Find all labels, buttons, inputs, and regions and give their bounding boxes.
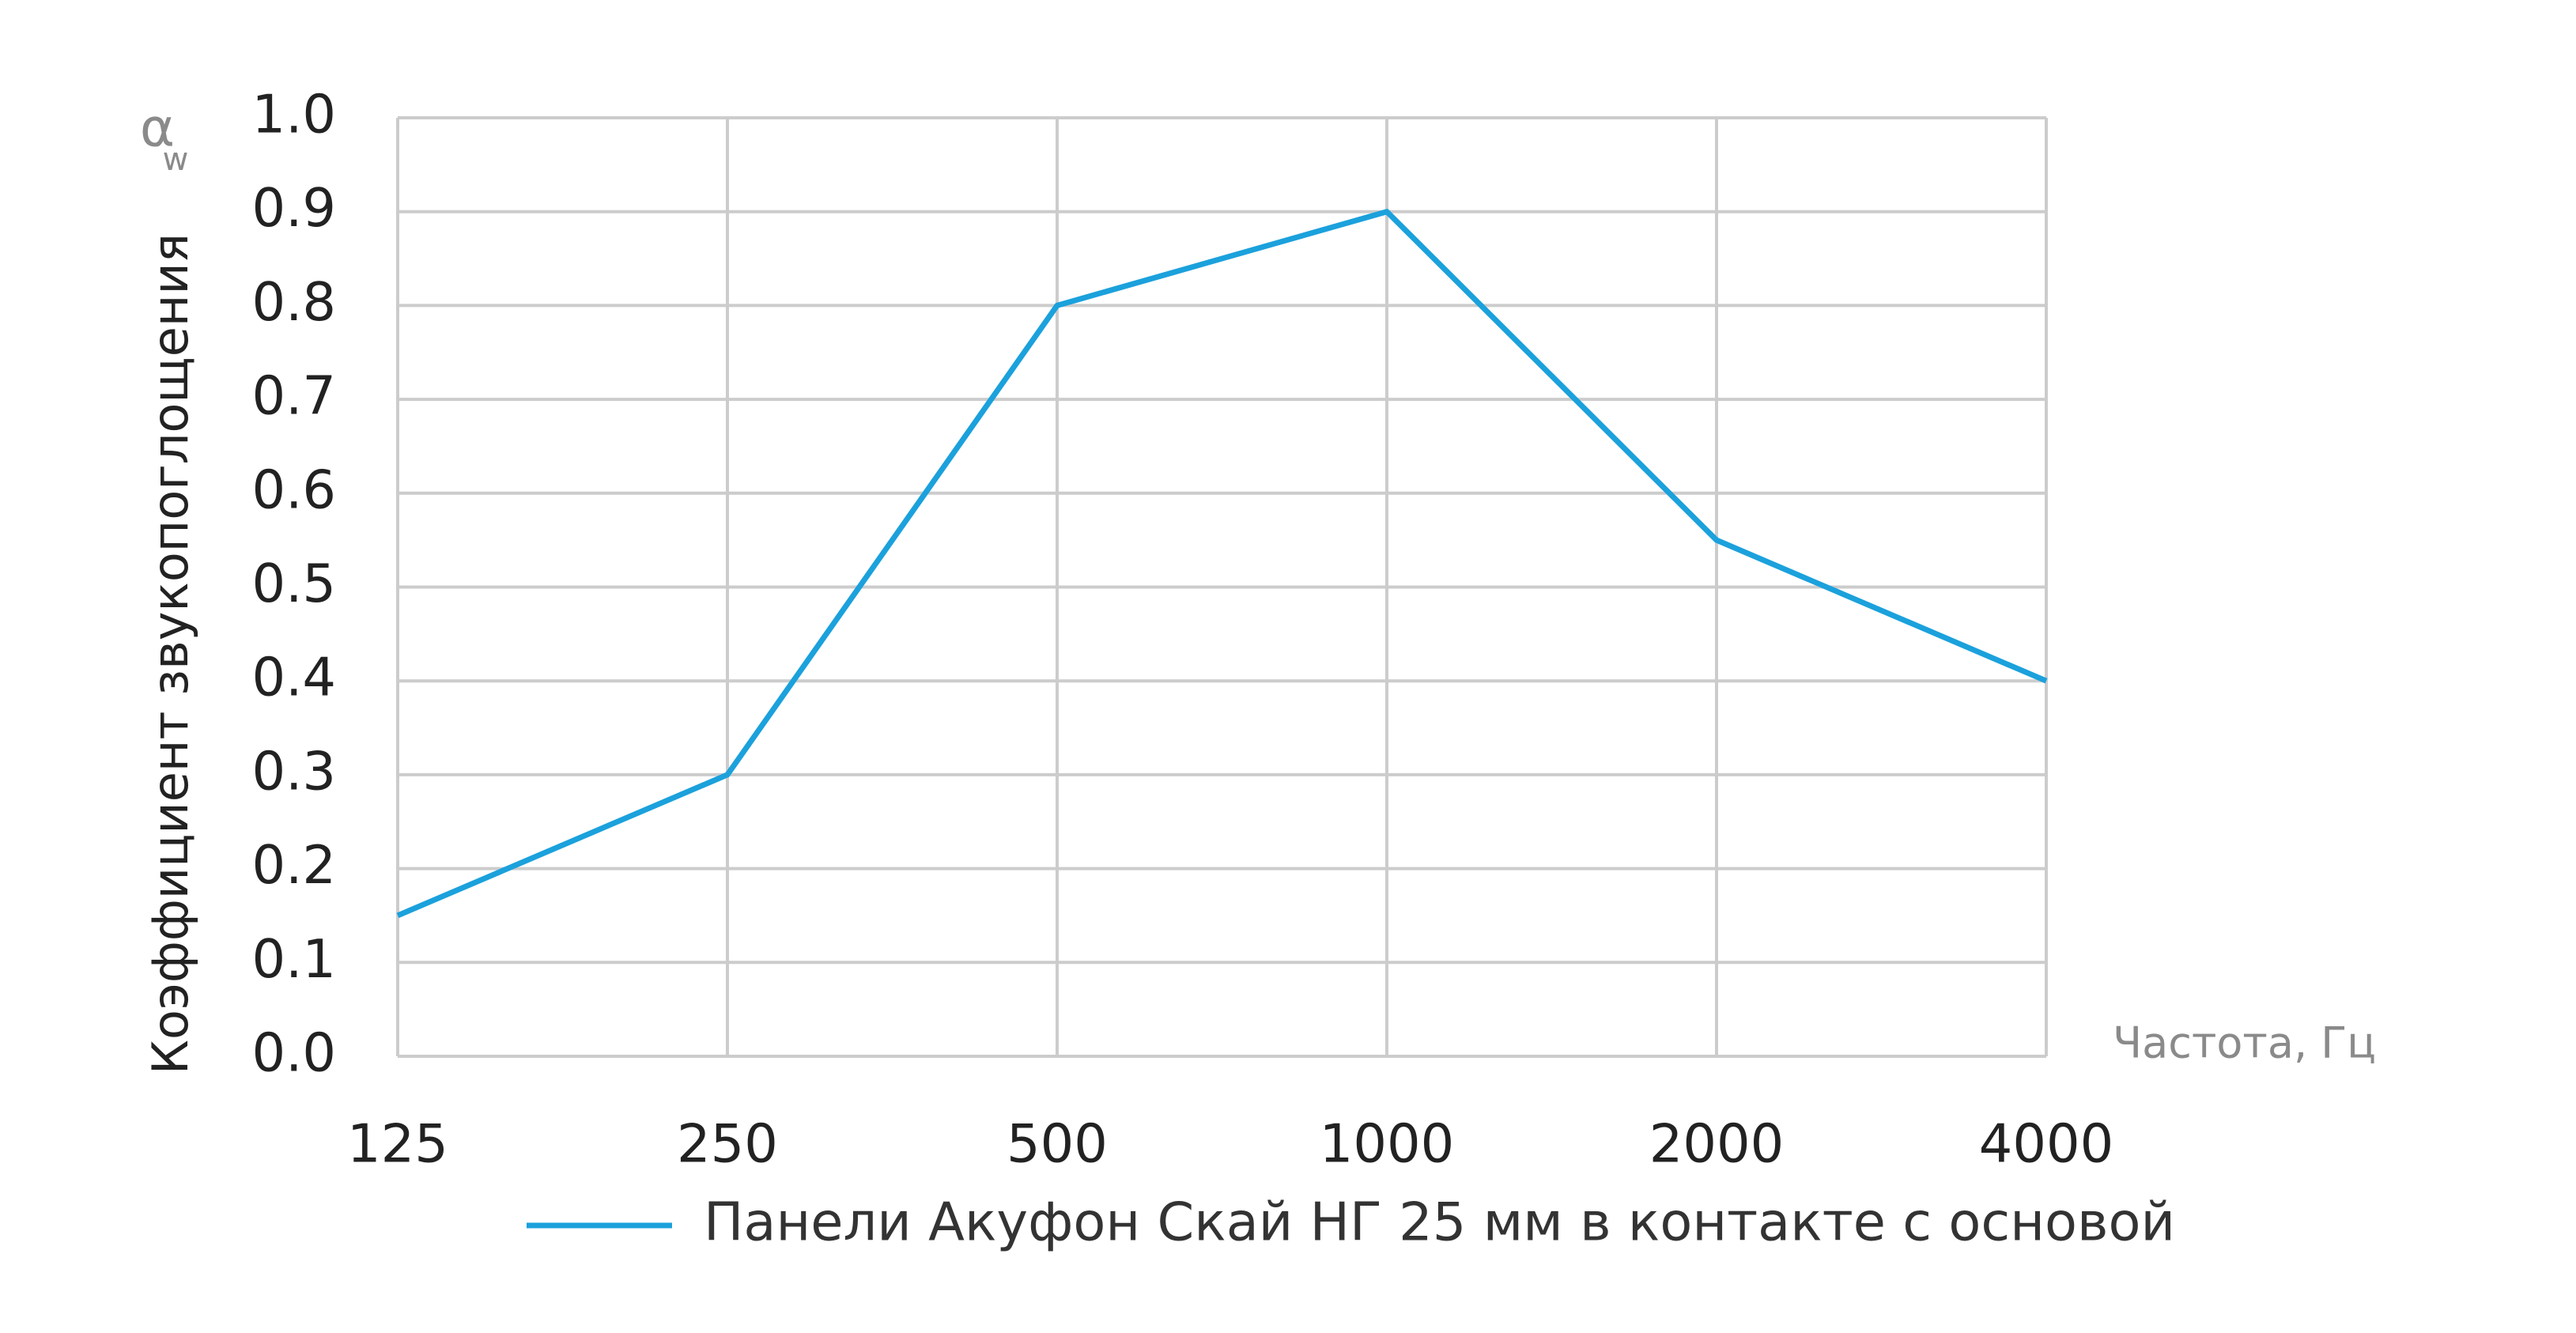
- data-line: [396, 209, 2048, 919]
- y-axis-title: Коэффициент звукопоглощения: [142, 233, 199, 1074]
- y-tick-label: 0.9: [251, 177, 336, 239]
- x-tick-label: 125: [347, 1113, 448, 1175]
- y-tick-label: 0.7: [251, 365, 336, 427]
- x-tick-label: 250: [677, 1113, 778, 1175]
- x-tick-label: 4000: [1979, 1113, 2114, 1175]
- y-symbol-subscript: w: [163, 142, 189, 178]
- x-tick-label: 1000: [1320, 1113, 1455, 1175]
- y-symbol: α: [140, 97, 175, 159]
- y-tick-label: 0.4: [251, 647, 336, 708]
- y-tick-label: 0.2: [251, 834, 336, 896]
- y-tick-label: 0.0: [251, 1022, 336, 1084]
- x-tick-label: 500: [1007, 1113, 1108, 1175]
- x-axis-title: Частота, Гц: [2113, 1018, 2376, 1068]
- legend-label: Панели Акуфон Скай НГ 25 мм в контакте с…: [704, 1191, 2175, 1253]
- y-tick-label: 0.6: [251, 459, 336, 520]
- y-tick-label: 0.3: [251, 740, 336, 802]
- y-tick-label: 0.1: [251, 928, 336, 990]
- y-tick-label: 0.5: [251, 553, 336, 614]
- y-tick-label: 1.0: [251, 84, 336, 145]
- x-tick-label: 2000: [1649, 1113, 1785, 1175]
- y-tick-label: 0.8: [251, 271, 336, 333]
